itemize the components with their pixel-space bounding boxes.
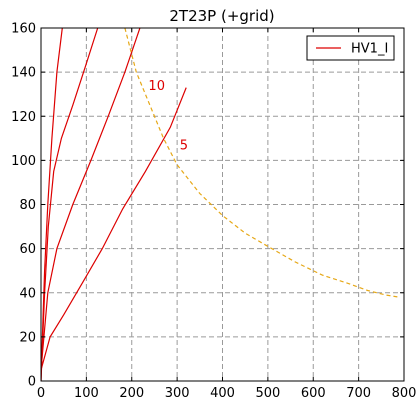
x-tick-label: 100	[74, 386, 99, 401]
y-tick-label: 20	[19, 330, 36, 345]
y-tick-label: 40	[19, 286, 36, 301]
legend-label: HV1_I	[351, 42, 388, 57]
y-tick-label: 80	[19, 198, 36, 213]
x-tick-label: 600	[301, 386, 326, 401]
legend: HV1_I	[306, 35, 395, 61]
x-tick-label: 700	[346, 386, 371, 401]
y-tick-label: 160	[11, 22, 36, 37]
y-tick-label: 60	[19, 242, 36, 257]
x-tick-label: 300	[165, 386, 190, 401]
x-tick-label: 400	[210, 386, 235, 401]
y-tick-label: 0	[28, 375, 36, 390]
y-tick-label: 100	[11, 154, 36, 169]
series-line	[41, 28, 141, 371]
x-tick-label: 500	[255, 386, 280, 401]
x-tick-label: 200	[119, 386, 144, 401]
y-tick-label: 140	[11, 66, 36, 81]
x-tick-label: 800	[392, 386, 417, 401]
load-line	[124, 28, 400, 298]
x-tick-label: 0	[37, 386, 45, 401]
y-tick-label: 120	[11, 110, 36, 125]
annotations: 10 5	[148, 79, 188, 154]
axes: 0 100 200 300 400 500 600 700 800 0 20 40 60 80 100 120…	[11, 22, 416, 402]
curves	[41, 28, 400, 381]
series-line	[41, 28, 99, 381]
series-line	[41, 87, 187, 371]
curve-annotation: 5	[180, 138, 188, 153]
grid-lines	[41, 28, 404, 381]
chart-title: 2T23P (+grid)	[169, 7, 274, 25]
curve-annotation: 10	[148, 79, 165, 94]
